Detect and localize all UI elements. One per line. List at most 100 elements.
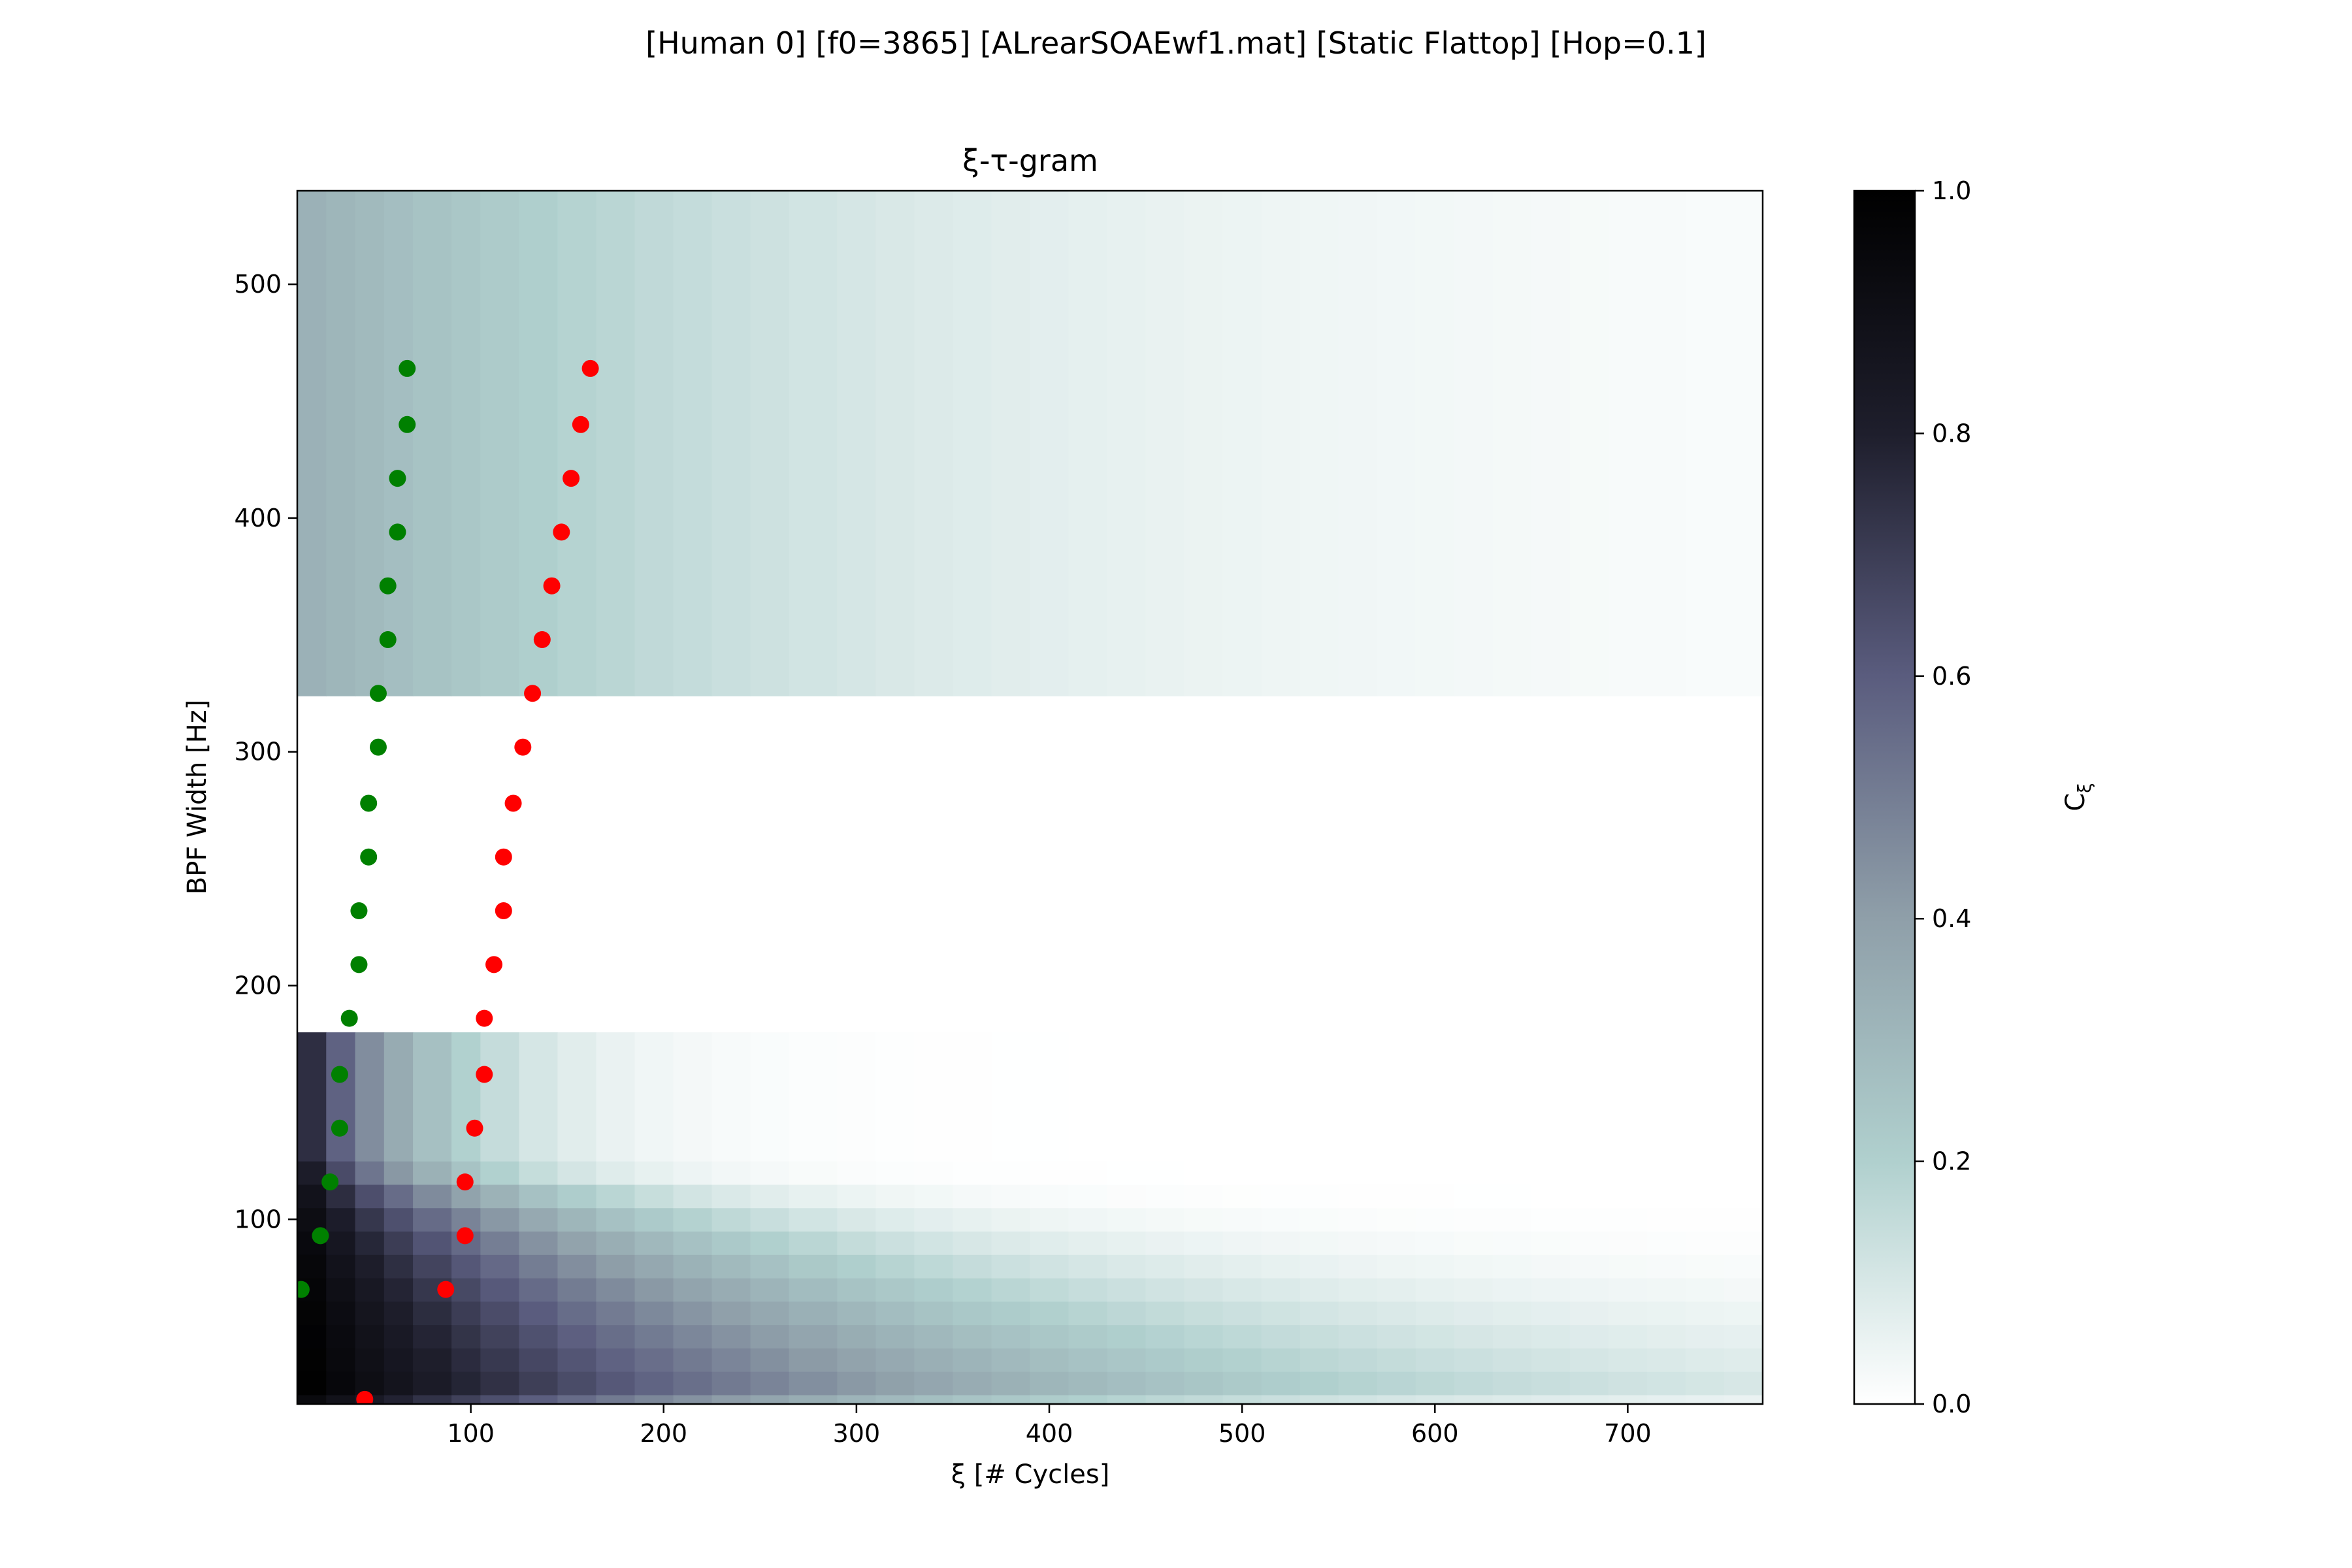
red-point: [553, 523, 570, 541]
heatmap-cell: [953, 1277, 992, 1302]
heatmap-cell: [1531, 191, 1571, 696]
heatmap-cell: [1454, 1184, 1494, 1209]
heatmap-cell: [875, 1348, 915, 1372]
heatmap-cell: [1261, 1277, 1301, 1302]
plot-frame: [296, 189, 1764, 1405]
heatmap-cell: [953, 1348, 992, 1372]
y-tick-label: 500: [234, 270, 282, 299]
red-point: [514, 738, 532, 756]
heatmap-cell: [1377, 1231, 1416, 1255]
heatmap-cell: [750, 1160, 790, 1185]
heatmap-cell: [1415, 1394, 1455, 1404]
heatmap-cell: [451, 1254, 482, 1279]
heatmap-cell: [1222, 1277, 1262, 1302]
heatmap-cell: [480, 1160, 520, 1185]
heatmap-cell: [1299, 1324, 1339, 1348]
heatmap-cell: [297, 1324, 327, 1348]
heatmap-cell: [1261, 1184, 1301, 1209]
heatmap-cell: [480, 1348, 520, 1372]
heatmap-cell: [953, 191, 992, 696]
heatmap-cell: [1608, 1394, 1648, 1404]
heatmap-cell: [1569, 191, 1609, 696]
heatmap-cell: [953, 1371, 992, 1396]
heatmap-cell: [557, 1254, 597, 1279]
heatmap-cell: [1261, 1324, 1301, 1348]
heatmap-cell: [1454, 1371, 1494, 1396]
x-tick-label: 700: [1604, 1419, 1652, 1448]
heatmap-cell: [596, 1207, 636, 1232]
heatmap-cell: [355, 1348, 385, 1372]
heatmap-cell: [1377, 1371, 1416, 1396]
green-point: [331, 1119, 348, 1137]
heatmap-cell: [875, 1207, 915, 1232]
green-point: [331, 1066, 348, 1083]
heatmap-cell: [914, 1254, 954, 1279]
heatmap-cell: [1531, 1301, 1571, 1326]
heatmap-cell: [789, 1184, 838, 1209]
heatmap-cell: [519, 1301, 559, 1326]
heatmap-cell: [789, 1032, 838, 1162]
heatmap-cell: [1685, 1394, 1725, 1404]
heatmap-cell: [1646, 1160, 1686, 1185]
heatmap-cell: [1184, 1231, 1224, 1255]
heatmap-cell: [953, 1160, 992, 1185]
heatmap-cell: [1261, 1254, 1301, 1279]
heatmap-cell: [480, 1207, 520, 1232]
heatmap-cell: [326, 1277, 356, 1302]
heatmap-cell: [557, 1277, 597, 1302]
heatmap-cell: [1338, 1348, 1378, 1372]
heatmap-cell: [953, 1184, 992, 1209]
green-point: [399, 359, 416, 377]
red-point: [356, 1390, 374, 1404]
heatmap-cell: [596, 1324, 636, 1348]
heatmap-cell: [557, 1160, 597, 1185]
heatmap-cell: [413, 1160, 452, 1185]
heatmap-cell: [634, 1160, 674, 1185]
heatmap-cell: [1454, 1231, 1494, 1255]
heatmap-cell: [1723, 1277, 1763, 1302]
heatmap-cell: [673, 1032, 713, 1162]
heatmap-cell: [1030, 1184, 1070, 1209]
heatmap-cell: [384, 1301, 414, 1326]
heatmap-cell: [480, 1324, 520, 1348]
heatmap-cell: [1723, 1348, 1763, 1372]
green-point: [389, 523, 406, 541]
heatmap-cell: [789, 1348, 838, 1372]
heatmap-cell: [789, 191, 838, 696]
heatmap-cell: [991, 1371, 1031, 1396]
heatmap-cell: [1030, 1032, 1070, 1162]
heatmap-cell: [1569, 1160, 1609, 1185]
heatmap-cell: [914, 1207, 954, 1232]
heatmap-cell: [557, 1184, 597, 1209]
red-point: [533, 630, 551, 648]
heatmap-cell: [914, 1231, 954, 1255]
chart-title: ξ-τ-gram: [962, 143, 1098, 178]
heatmap-cell: [789, 1231, 838, 1255]
heatmap-cell: [1299, 1394, 1339, 1404]
heatmap-cell: [384, 1160, 414, 1185]
heatmap-cell: [673, 1301, 713, 1326]
heatmap-cell: [1569, 1371, 1609, 1396]
heatmap-cell: [1723, 191, 1763, 696]
heatmap-cell: [413, 1301, 452, 1326]
heatmap-cell: [750, 1207, 790, 1232]
heatmap-cell: [1531, 1254, 1571, 1279]
heatmap-cell: [519, 1184, 559, 1209]
red-point: [476, 1066, 493, 1083]
heatmap-cell: [384, 191, 414, 696]
heatmap-cell: [1299, 1184, 1339, 1209]
heatmap-cell: [1531, 1394, 1571, 1404]
green-point: [297, 1281, 310, 1298]
heatmap-cell: [991, 1032, 1031, 1162]
heatmap-cell: [1030, 1301, 1070, 1326]
heatmap-cell: [1685, 1231, 1725, 1255]
heatmap-cell: [596, 1371, 636, 1396]
heatmap-cell: [1222, 1301, 1262, 1326]
heatmap-cell: [1338, 191, 1378, 696]
heatmap-cell: [1338, 1371, 1378, 1396]
heatmap-cell: [991, 1324, 1031, 1348]
heatmap-cell: [413, 1231, 452, 1255]
heatmap-cell: [1415, 1231, 1455, 1255]
heatmap-cell: [789, 1160, 838, 1185]
